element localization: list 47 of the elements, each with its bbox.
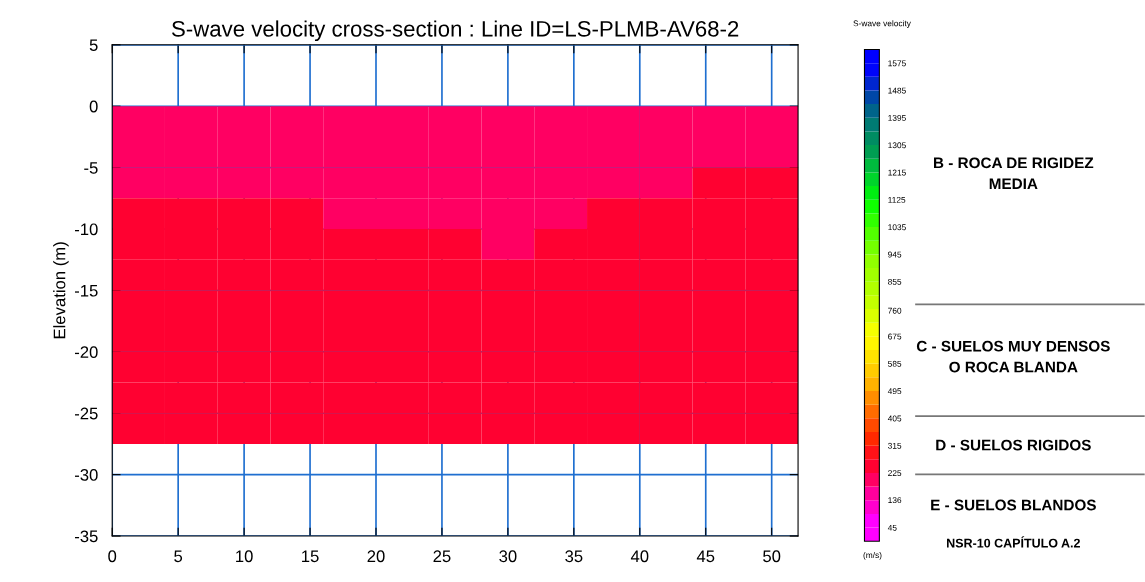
x-tick-label: 25 bbox=[433, 550, 451, 563]
color-bar-label: 225 bbox=[888, 470, 902, 477]
x-tick-label: 0 bbox=[108, 550, 117, 563]
y-tick-label: -25 bbox=[74, 407, 98, 420]
text: C - SUELOS MUY DENSOS O ROCA BLANDA bbox=[916, 340, 1110, 373]
text: NSR-10 CAPÍTULO A.2 bbox=[947, 536, 1080, 548]
y-tick-label: 5 bbox=[89, 39, 98, 52]
color-bar-label: 1395 bbox=[888, 114, 906, 121]
y-tick-label: -15 bbox=[74, 284, 98, 297]
x-tick-label: 5 bbox=[174, 550, 183, 563]
color-bar-label: 315 bbox=[888, 442, 902, 449]
y-tick-label: 0 bbox=[89, 100, 98, 113]
x-tick-label: 50 bbox=[763, 550, 781, 563]
x-tick-label: 10 bbox=[236, 550, 253, 563]
x-tick-label: 15 bbox=[302, 550, 319, 563]
color-bar-label: 1575 bbox=[888, 60, 906, 67]
color-bar-title: S-wave velocity bbox=[853, 20, 911, 28]
y-tick-label: -10 bbox=[74, 223, 98, 236]
color-bar-label: 495 bbox=[887, 388, 902, 395]
color-bar-label: 675 bbox=[888, 333, 902, 340]
text: (m/s) bbox=[863, 551, 882, 560]
color-bar-label: 45 bbox=[887, 524, 897, 531]
text: D - SUELOS RIGIDOS bbox=[936, 439, 1091, 451]
text: B - ROCA DE RIGIDEZ MEDIA bbox=[934, 157, 1094, 189]
color-bar-label: 1305 bbox=[888, 142, 906, 149]
x-tick-label: 30 bbox=[499, 550, 517, 563]
color-bar-label: 405 bbox=[887, 415, 902, 422]
y-tick-label: -20 bbox=[74, 346, 98, 359]
y-tick-label: -35 bbox=[74, 530, 98, 543]
color-bar-label: 760 bbox=[888, 307, 902, 314]
color-bar-label: 585 bbox=[888, 360, 902, 367]
color-bar-label: 945 bbox=[888, 251, 902, 258]
color-bar-label: 136 bbox=[888, 497, 902, 504]
x-tick-label: 40 bbox=[630, 550, 649, 563]
text: E - SUELOS BLANDOS bbox=[931, 499, 1096, 511]
y-axis-title: Elevation (m) bbox=[53, 242, 69, 339]
y-tick-label: -30 bbox=[74, 469, 98, 481]
chart-title: S-wave velocity cross-section : Line ID=LS-PLMB-AV68-2 bbox=[171, 20, 739, 42]
color-bar-label: 1215 bbox=[888, 169, 906, 176]
color-bar-label: 1035 bbox=[888, 224, 906, 231]
x-tick-label: 45 bbox=[696, 550, 715, 563]
x-tick-label: 20 bbox=[367, 550, 385, 563]
y-tick-label: -5 bbox=[84, 162, 98, 174]
x-tick-label: 35 bbox=[565, 550, 583, 563]
color-bar-label: 1485 bbox=[888, 87, 906, 94]
color-bar-label: 855 bbox=[888, 278, 902, 285]
color-bar-label: 1125 bbox=[888, 196, 906, 203]
